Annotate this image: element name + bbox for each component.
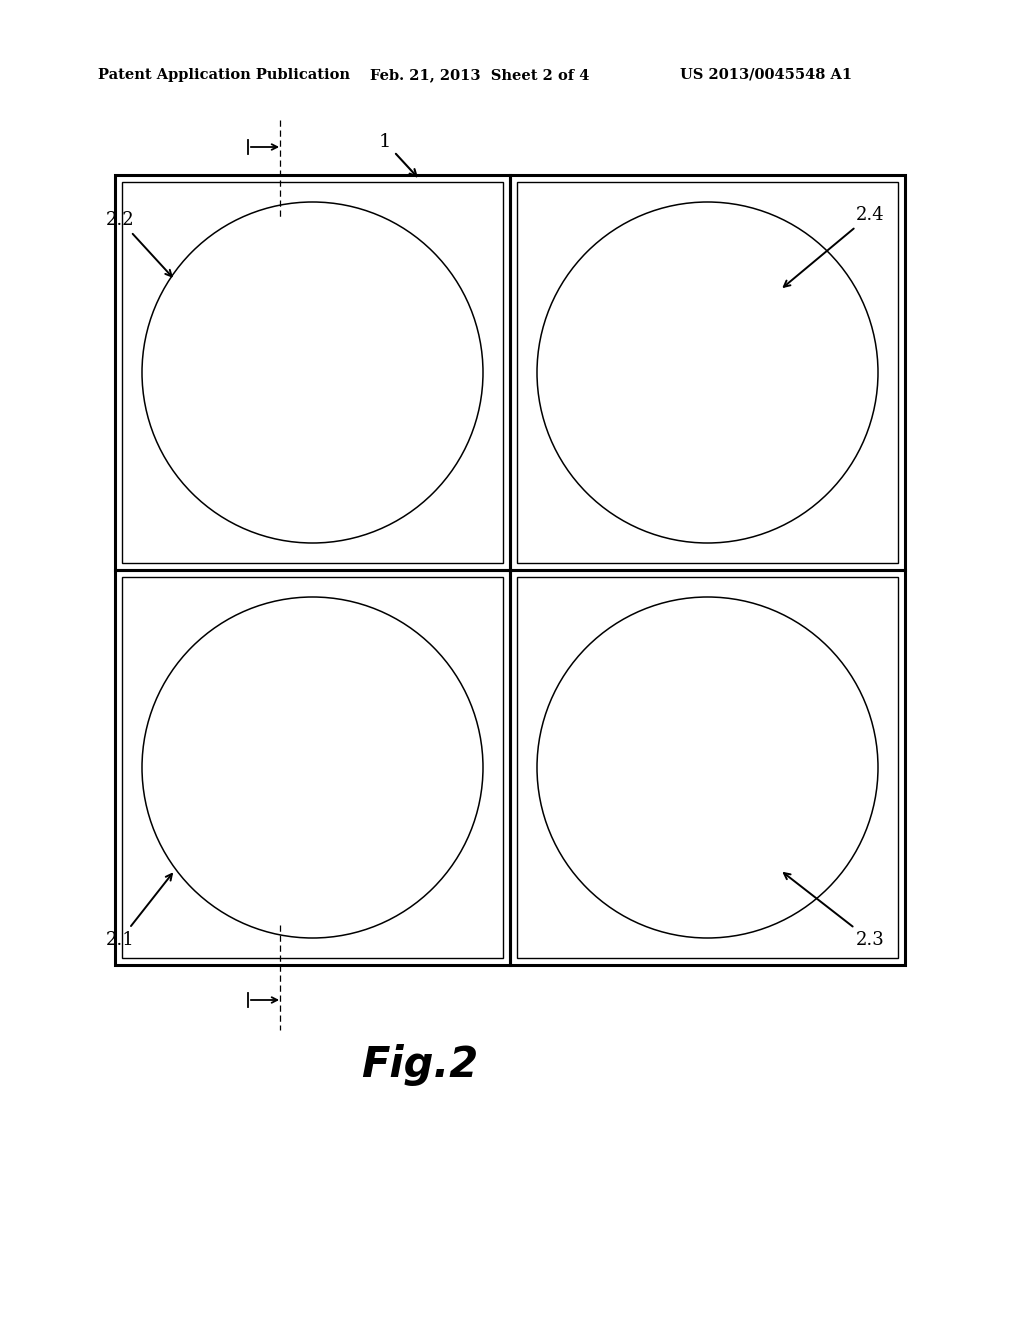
Bar	[510, 176, 905, 570]
Bar	[122, 577, 503, 958]
Bar	[115, 176, 510, 570]
Text: 2.3: 2.3	[784, 873, 885, 949]
Text: 1: 1	[379, 133, 417, 177]
Text: 2.1: 2.1	[105, 874, 172, 949]
Bar	[517, 577, 898, 958]
Bar	[517, 182, 898, 564]
Bar	[115, 570, 510, 965]
Text: US 2013/0045548 A1: US 2013/0045548 A1	[680, 69, 852, 82]
Text: 2.4: 2.4	[783, 206, 885, 286]
Bar	[510, 570, 905, 965]
Text: Feb. 21, 2013  Sheet 2 of 4: Feb. 21, 2013 Sheet 2 of 4	[370, 69, 590, 82]
Text: 2.2: 2.2	[105, 211, 172, 276]
Bar	[122, 182, 503, 564]
Text: Patent Application Publication: Patent Application Publication	[98, 69, 350, 82]
Text: Fig.2: Fig.2	[361, 1044, 478, 1086]
